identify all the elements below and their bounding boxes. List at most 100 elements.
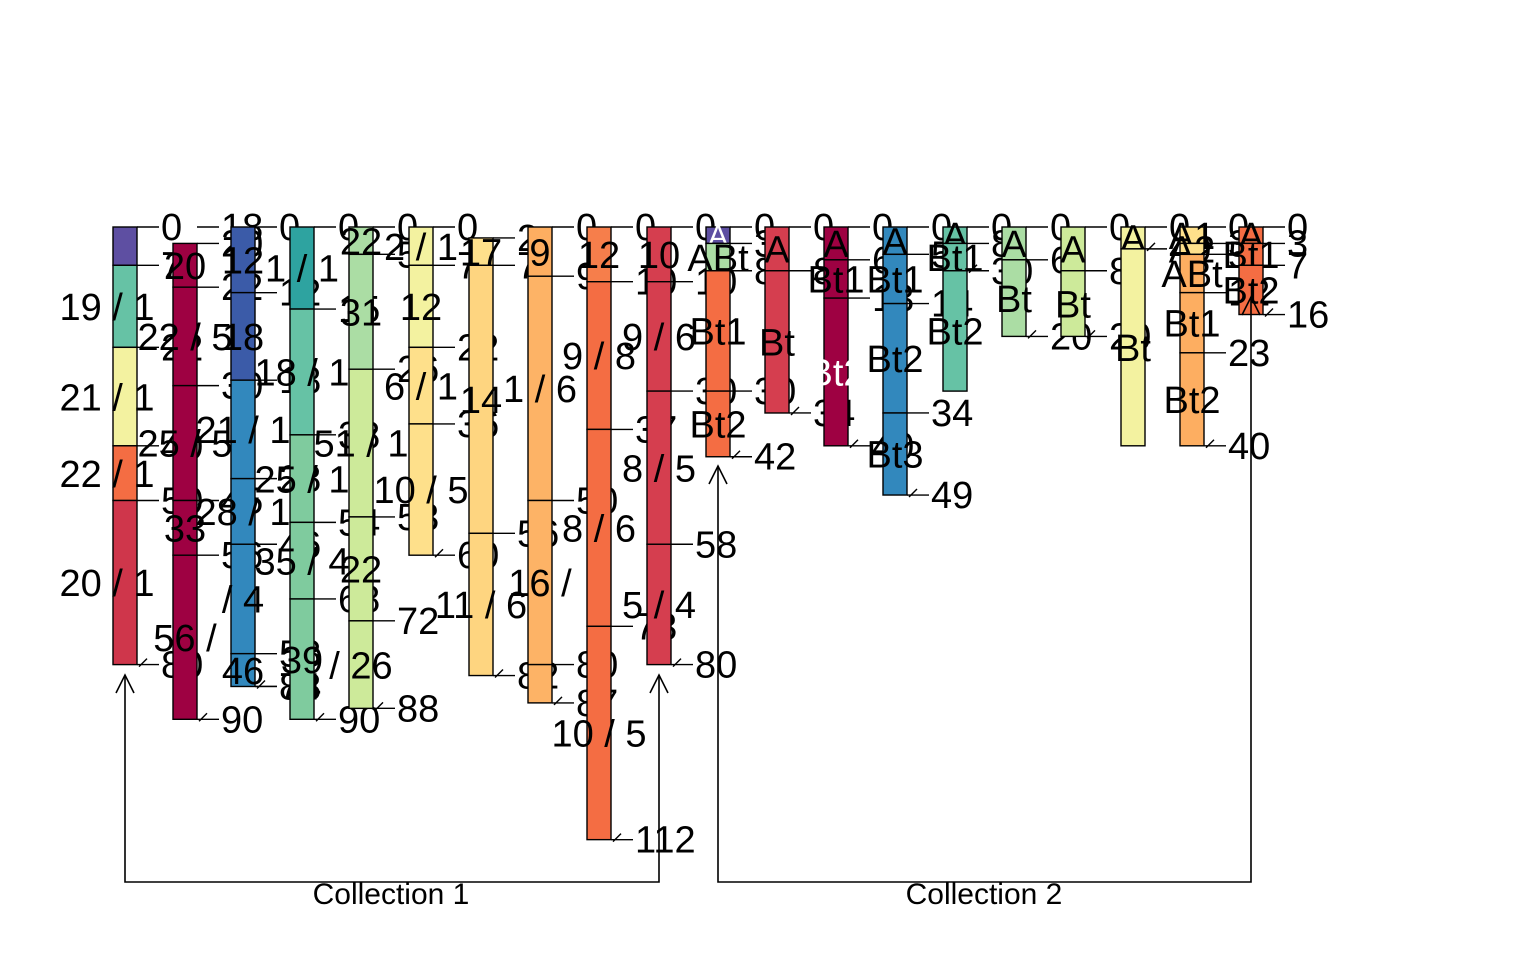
profile-p14: ABt1Bt2Bt305143449 bbox=[866, 207, 973, 517]
horizon-label-p11-3: Bt2 bbox=[689, 405, 746, 447]
horizon-p11-3 bbox=[705, 390, 731, 458]
horizon-p03-5 bbox=[230, 652, 256, 688]
horizon-label-p13-2: Bt2 bbox=[807, 353, 864, 395]
horizon-label-p04-3: 35 / 4 bbox=[254, 541, 349, 583]
horizon-label-p06-0: 2 / 1 bbox=[384, 227, 458, 269]
bottom-mark-p07 bbox=[494, 669, 504, 679]
horizon-label-p04-1: 18 / 1 bbox=[254, 353, 349, 395]
horizon-label-p16-1: Bt bbox=[996, 279, 1032, 321]
horizon-p07-2 bbox=[468, 532, 494, 677]
depth-label-p05-5: 88 bbox=[397, 688, 439, 730]
depth-label-p14-3: 34 bbox=[931, 393, 973, 435]
horizon-p14-1 bbox=[882, 253, 908, 305]
horizon-label-p01-3: 22 / 1 bbox=[59, 454, 154, 496]
horizon-label-p06-1: 12 bbox=[400, 287, 442, 329]
bottom-mark-p12 bbox=[790, 406, 800, 416]
horizon-p13-0 bbox=[823, 226, 849, 261]
depth-label-p10-3: 58 bbox=[695, 524, 737, 566]
horizon-label-p14-1: Bt1 bbox=[866, 260, 923, 302]
horizon-p04-4 bbox=[289, 598, 315, 721]
bottom-mark-p06 bbox=[434, 548, 444, 558]
bracket-collection-2 bbox=[717, 297, 1252, 883]
horizon-label-p08-0: 9 bbox=[529, 232, 550, 274]
horizon-p06-3 bbox=[408, 423, 434, 556]
bottom-mark-p09 bbox=[612, 833, 622, 843]
horizon-label-p13-1: Bt1 bbox=[807, 260, 864, 302]
horizon-p10-3 bbox=[646, 543, 672, 666]
profile-p01: /19 / 121 / 122 / 120 / 10722405080 bbox=[59, 207, 203, 687]
profile-p09: 129 / 88 / 610 / 50103773112 bbox=[551, 207, 695, 862]
depth-label-p05-4: 72 bbox=[397, 601, 439, 643]
depth-label-p20-0: 0 bbox=[1287, 207, 1308, 249]
horizon-p04-2 bbox=[289, 434, 315, 524]
horizon-p17-0 bbox=[1060, 226, 1086, 272]
depth-label-p01-0: 0 bbox=[161, 207, 182, 249]
horizon-label-p10-0: 10 bbox=[638, 235, 680, 277]
horizon-p01-2 bbox=[112, 346, 138, 447]
horizon-label-p07-1: 14 bbox=[460, 380, 502, 422]
horizon-p18-1 bbox=[1120, 248, 1146, 447]
horizon-label-p06-3: 10 / 5 bbox=[373, 470, 468, 512]
horizon-label-p19-4: Bt2 bbox=[1163, 380, 1220, 422]
horizon-label-p10-1: 9 / 6 bbox=[622, 317, 696, 359]
horizon-label-p03-3: 28 / 1 bbox=[195, 492, 290, 534]
bottom-mark-p03 bbox=[256, 679, 266, 689]
horizon-p14-3 bbox=[882, 412, 908, 496]
horizon-p01-4 bbox=[112, 499, 138, 666]
horizon-p12-0 bbox=[764, 226, 790, 272]
depth-label-p20-1: 3 bbox=[1287, 223, 1308, 265]
horizon-p02-2 bbox=[172, 286, 198, 387]
horizon-label-p04-0: 1 / 1 bbox=[265, 249, 339, 291]
group-brackets bbox=[115, 295, 1261, 883]
depth-label-p11-4: 42 bbox=[754, 437, 796, 479]
horizon-p09-2 bbox=[586, 428, 612, 628]
horizon-label-p03-4: / 4 bbox=[222, 580, 264, 622]
bottom-mark-p15 bbox=[968, 264, 978, 274]
horizon-p17-1 bbox=[1060, 270, 1086, 338]
horizon-label-p01-2: 21 / 1 bbox=[59, 377, 154, 419]
horizon-p08-1 bbox=[527, 275, 553, 502]
horizon-label-p05-4: / 26 bbox=[329, 645, 392, 687]
horizon-p05-0 bbox=[348, 226, 374, 256]
horizon-label-p05-2: 51 / 1 bbox=[313, 424, 408, 466]
horizon-label-p05-3: 22 bbox=[340, 550, 382, 592]
horizon-p16-1 bbox=[1001, 259, 1027, 338]
bottom-mark-p18 bbox=[1146, 242, 1156, 252]
horizon-p08-2 bbox=[527, 499, 553, 666]
horizon-p07-1 bbox=[468, 264, 494, 535]
horizon-label-p19-2: ABt bbox=[1161, 254, 1223, 296]
depth-label-p20-2: 7 bbox=[1287, 245, 1308, 287]
horizon-p09-3 bbox=[586, 625, 612, 841]
depth-label-p19-4: 23 bbox=[1228, 333, 1270, 375]
horizon-label-p17-1: Bt bbox=[1055, 284, 1091, 326]
horizon-p01-3 bbox=[112, 445, 138, 502]
horizon-p19-4 bbox=[1179, 352, 1205, 447]
horizon-label-p13-0: A bbox=[823, 224, 849, 266]
horizon-label-p01-1: 19 / 1 bbox=[59, 287, 154, 329]
bracket-collection-1-arrow-0 bbox=[115, 673, 135, 694]
horizon-p13-2 bbox=[823, 297, 849, 447]
horizon-p04-0 bbox=[289, 226, 315, 310]
horizon-p19-2 bbox=[1179, 253, 1205, 294]
bottom-mark-p19 bbox=[1205, 439, 1215, 449]
horizon-label-p08-2: 16 / bbox=[508, 563, 572, 605]
horizon-label-p09-3: 10 / 5 bbox=[551, 714, 646, 756]
horizon-p08-3 bbox=[527, 663, 553, 704]
bottom-mark-p16 bbox=[1027, 329, 1037, 339]
horizon-label-p12-1: Bt bbox=[759, 323, 795, 365]
horizon-label-p15-2: Bt2 bbox=[926, 312, 983, 354]
horizon-p01-1 bbox=[112, 264, 138, 349]
horizon-label-p01-0: / bbox=[103, 231, 112, 264]
group-label-collection-1: Collection 1 bbox=[313, 878, 470, 911]
horizon-p06-0 bbox=[408, 226, 434, 266]
bottom-mark-p02 bbox=[198, 712, 208, 722]
horizon-label-p07-2: 11 / 6 bbox=[435, 585, 527, 627]
horizon-p05-1 bbox=[348, 253, 374, 370]
horizon-p02-3 bbox=[172, 384, 198, 502]
horizon-p03-0 bbox=[230, 226, 256, 294]
horizon-label-p12-0: A bbox=[764, 230, 790, 272]
horizon-label-p11-2: Bt1 bbox=[689, 312, 746, 354]
horizon-label-p01-4: 20 / 1 bbox=[59, 563, 154, 605]
horizon-p02-4 bbox=[172, 499, 198, 556]
